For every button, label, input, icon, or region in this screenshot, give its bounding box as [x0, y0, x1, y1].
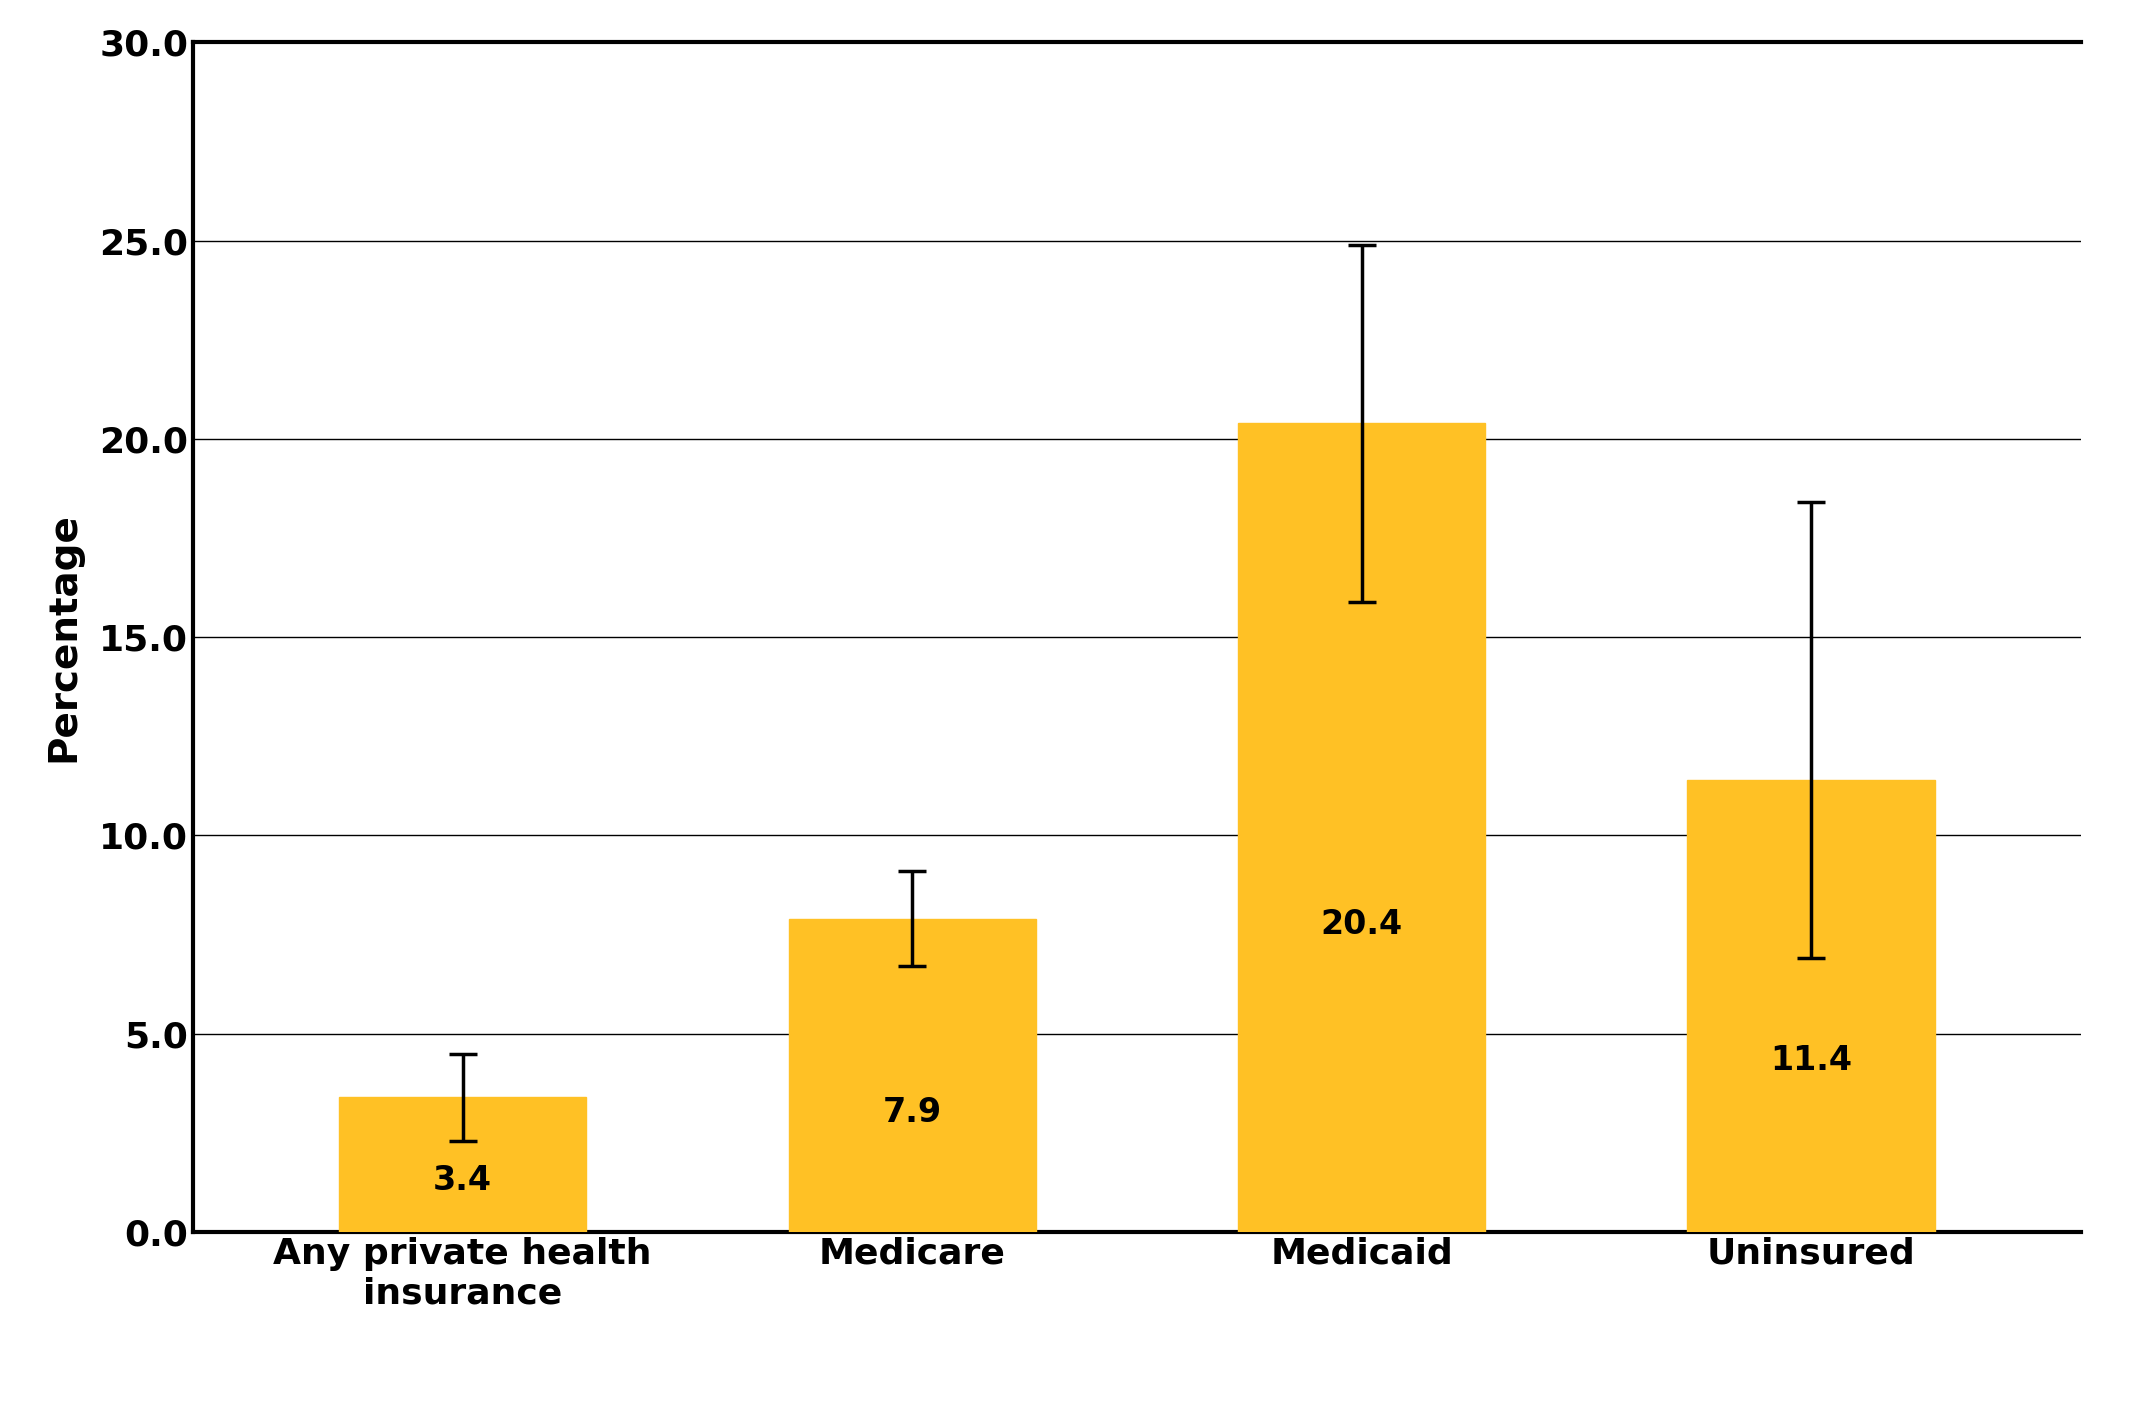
- Text: 3.4: 3.4: [433, 1164, 491, 1197]
- Bar: [1238, 423, 1484, 1232]
- Text: 7.9: 7.9: [882, 1096, 942, 1130]
- Y-axis label: Percentage: Percentage: [45, 513, 82, 762]
- Bar: [789, 919, 1036, 1232]
- Bar: [1688, 780, 1935, 1232]
- Bar: [339, 1097, 586, 1232]
- Text: 11.4: 11.4: [1770, 1044, 1851, 1076]
- Text: 20.4: 20.4: [1321, 908, 1403, 942]
